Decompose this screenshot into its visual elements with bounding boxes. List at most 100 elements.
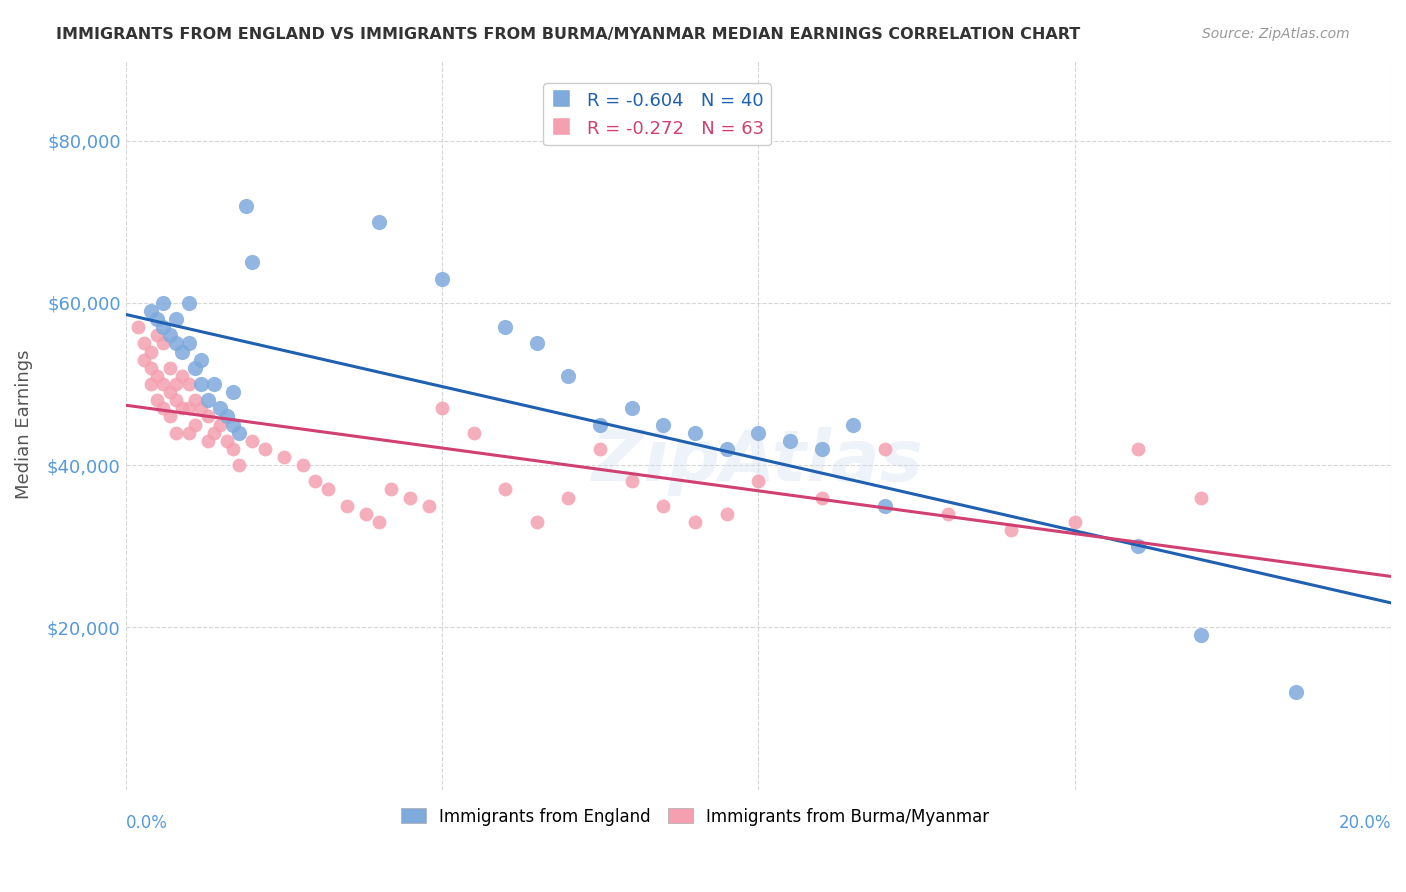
Point <box>494 320 516 334</box>
Point <box>177 425 200 440</box>
Point <box>1189 628 1212 642</box>
Point <box>683 515 706 529</box>
Point <box>146 328 169 343</box>
Text: 0.0%: 0.0% <box>125 814 167 832</box>
Point <box>810 491 832 505</box>
Point <box>202 376 225 391</box>
Text: IMMIGRANTS FROM ENGLAND VS IMMIGRANTS FROM BURMA/MYANMAR MEDIAN EARNINGS CORRELA: IMMIGRANTS FROM ENGLAND VS IMMIGRANTS FR… <box>56 27 1080 42</box>
Point <box>184 417 207 432</box>
Point <box>190 352 212 367</box>
Point <box>134 336 156 351</box>
Point <box>127 320 149 334</box>
Point <box>235 198 257 212</box>
Point <box>589 417 612 432</box>
Point <box>494 483 516 497</box>
Point <box>716 507 738 521</box>
Point <box>1285 685 1308 699</box>
Point <box>165 336 187 351</box>
Point <box>222 442 245 456</box>
Point <box>165 376 187 391</box>
Point <box>936 507 959 521</box>
Point <box>152 376 174 391</box>
Point <box>228 458 250 472</box>
Point <box>240 434 263 448</box>
Point <box>1063 515 1085 529</box>
Point <box>172 401 194 416</box>
Point <box>316 483 339 497</box>
Point <box>399 491 422 505</box>
Point <box>159 328 181 343</box>
Point <box>222 417 245 432</box>
Point <box>159 385 181 400</box>
Point <box>172 344 194 359</box>
Point <box>197 409 219 424</box>
Point <box>165 312 187 326</box>
Point <box>165 393 187 408</box>
Point <box>177 401 200 416</box>
Point <box>652 499 675 513</box>
Point <box>146 393 169 408</box>
Point <box>146 312 169 326</box>
Point <box>463 425 485 440</box>
Point <box>202 425 225 440</box>
Point <box>291 458 314 472</box>
Text: Source: ZipAtlas.com: Source: ZipAtlas.com <box>1202 27 1350 41</box>
Point <box>184 393 207 408</box>
Text: 20.0%: 20.0% <box>1339 814 1391 832</box>
Point <box>190 401 212 416</box>
Point <box>134 352 156 367</box>
Point <box>228 425 250 440</box>
Point <box>273 450 295 464</box>
Point <box>304 475 326 489</box>
Point <box>873 499 896 513</box>
Point <box>184 360 207 375</box>
Point <box>380 483 402 497</box>
Point <box>557 491 579 505</box>
Legend: Immigrants from England, Immigrants from Burma/Myanmar: Immigrants from England, Immigrants from… <box>394 801 995 832</box>
Point <box>240 255 263 269</box>
Point <box>557 368 579 383</box>
Point <box>197 393 219 408</box>
Point <box>152 401 174 416</box>
Point <box>177 296 200 310</box>
Point <box>139 376 162 391</box>
Point <box>152 320 174 334</box>
Point <box>716 442 738 456</box>
Point <box>146 368 169 383</box>
Point <box>253 442 276 456</box>
Point <box>215 409 238 424</box>
Point <box>1000 523 1022 537</box>
Point <box>177 376 200 391</box>
Point <box>139 360 162 375</box>
Point <box>336 499 359 513</box>
Point <box>652 417 675 432</box>
Point <box>589 442 612 456</box>
Point <box>215 434 238 448</box>
Point <box>747 475 769 489</box>
Point <box>1126 442 1149 456</box>
Point <box>177 336 200 351</box>
Point <box>209 401 232 416</box>
Point <box>430 401 453 416</box>
Point <box>683 425 706 440</box>
Point <box>159 409 181 424</box>
Point <box>367 215 389 229</box>
Point <box>620 401 643 416</box>
Point <box>430 271 453 285</box>
Point <box>526 515 548 529</box>
Point <box>209 417 232 432</box>
Point <box>842 417 865 432</box>
Point <box>367 515 389 529</box>
Point <box>873 442 896 456</box>
Point <box>165 425 187 440</box>
Point <box>810 442 832 456</box>
Point <box>197 434 219 448</box>
Point <box>222 385 245 400</box>
Point <box>152 296 174 310</box>
Point <box>139 304 162 318</box>
Point <box>418 499 440 513</box>
Point <box>354 507 377 521</box>
Point <box>172 368 194 383</box>
Point <box>190 376 212 391</box>
Point <box>620 475 643 489</box>
